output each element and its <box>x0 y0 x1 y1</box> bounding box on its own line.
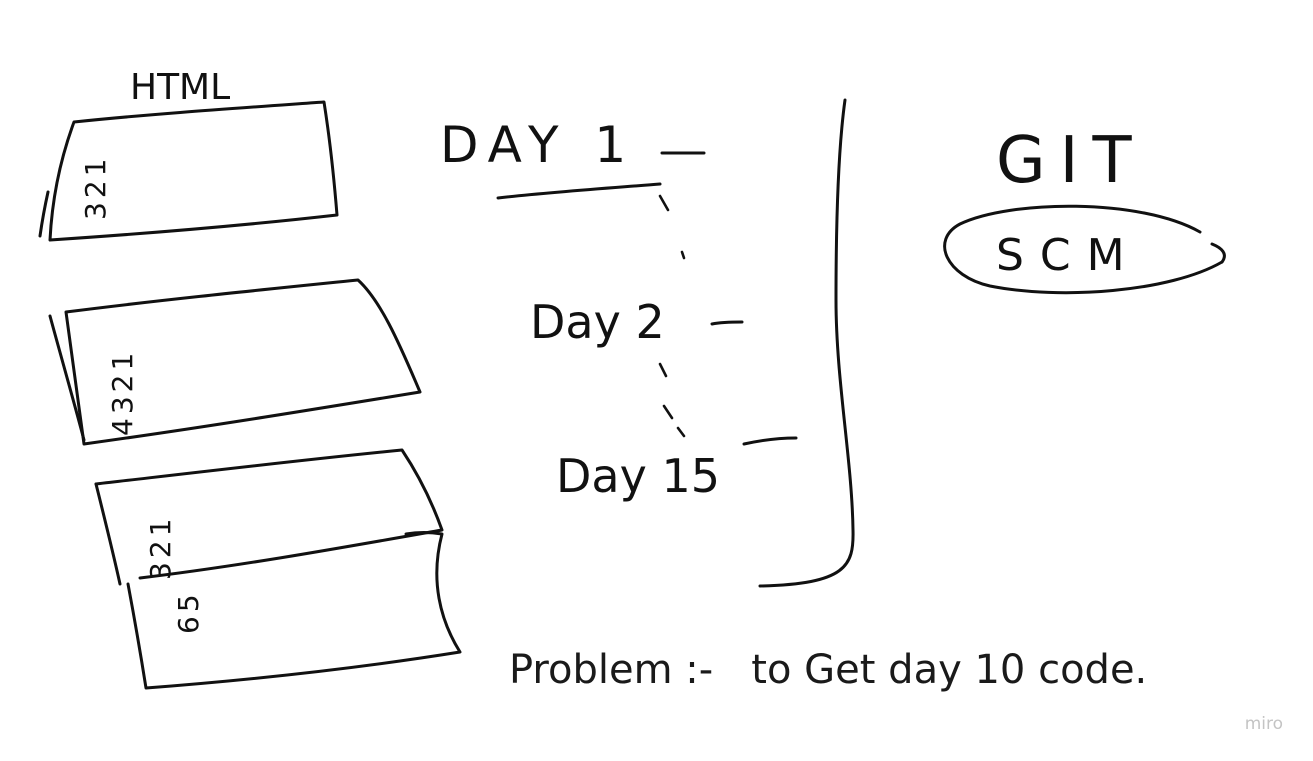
scm-label: SCM <box>996 230 1141 281</box>
box3-lines-bottom: 65 <box>172 594 205 634</box>
scm-badge: SCM <box>943 204 1226 295</box>
html-version-box-2: 4321 <box>48 278 422 446</box>
box3-lines-top: 321 <box>144 519 177 580</box>
problem-statement: Problem :- to Get day 10 code. <box>509 647 1148 693</box>
html-version-box-3: 321 65 <box>94 448 462 690</box>
miro-watermark: miro <box>1244 714 1283 734</box>
html-label: HTML <box>130 67 230 108</box>
box2-lines: 4321 <box>106 353 139 436</box>
timeline-bracket <box>758 98 855 588</box>
day1-label: DAY 1 <box>440 116 636 174</box>
day2-label: Day 2 <box>530 295 665 349</box>
day1-underline <box>496 182 662 200</box>
day15-label: Day 15 <box>556 449 720 503</box>
git-title: GIT <box>996 124 1146 198</box>
box1-lines: 321 <box>79 159 112 220</box>
html-version-box-1: 321 <box>38 100 339 242</box>
